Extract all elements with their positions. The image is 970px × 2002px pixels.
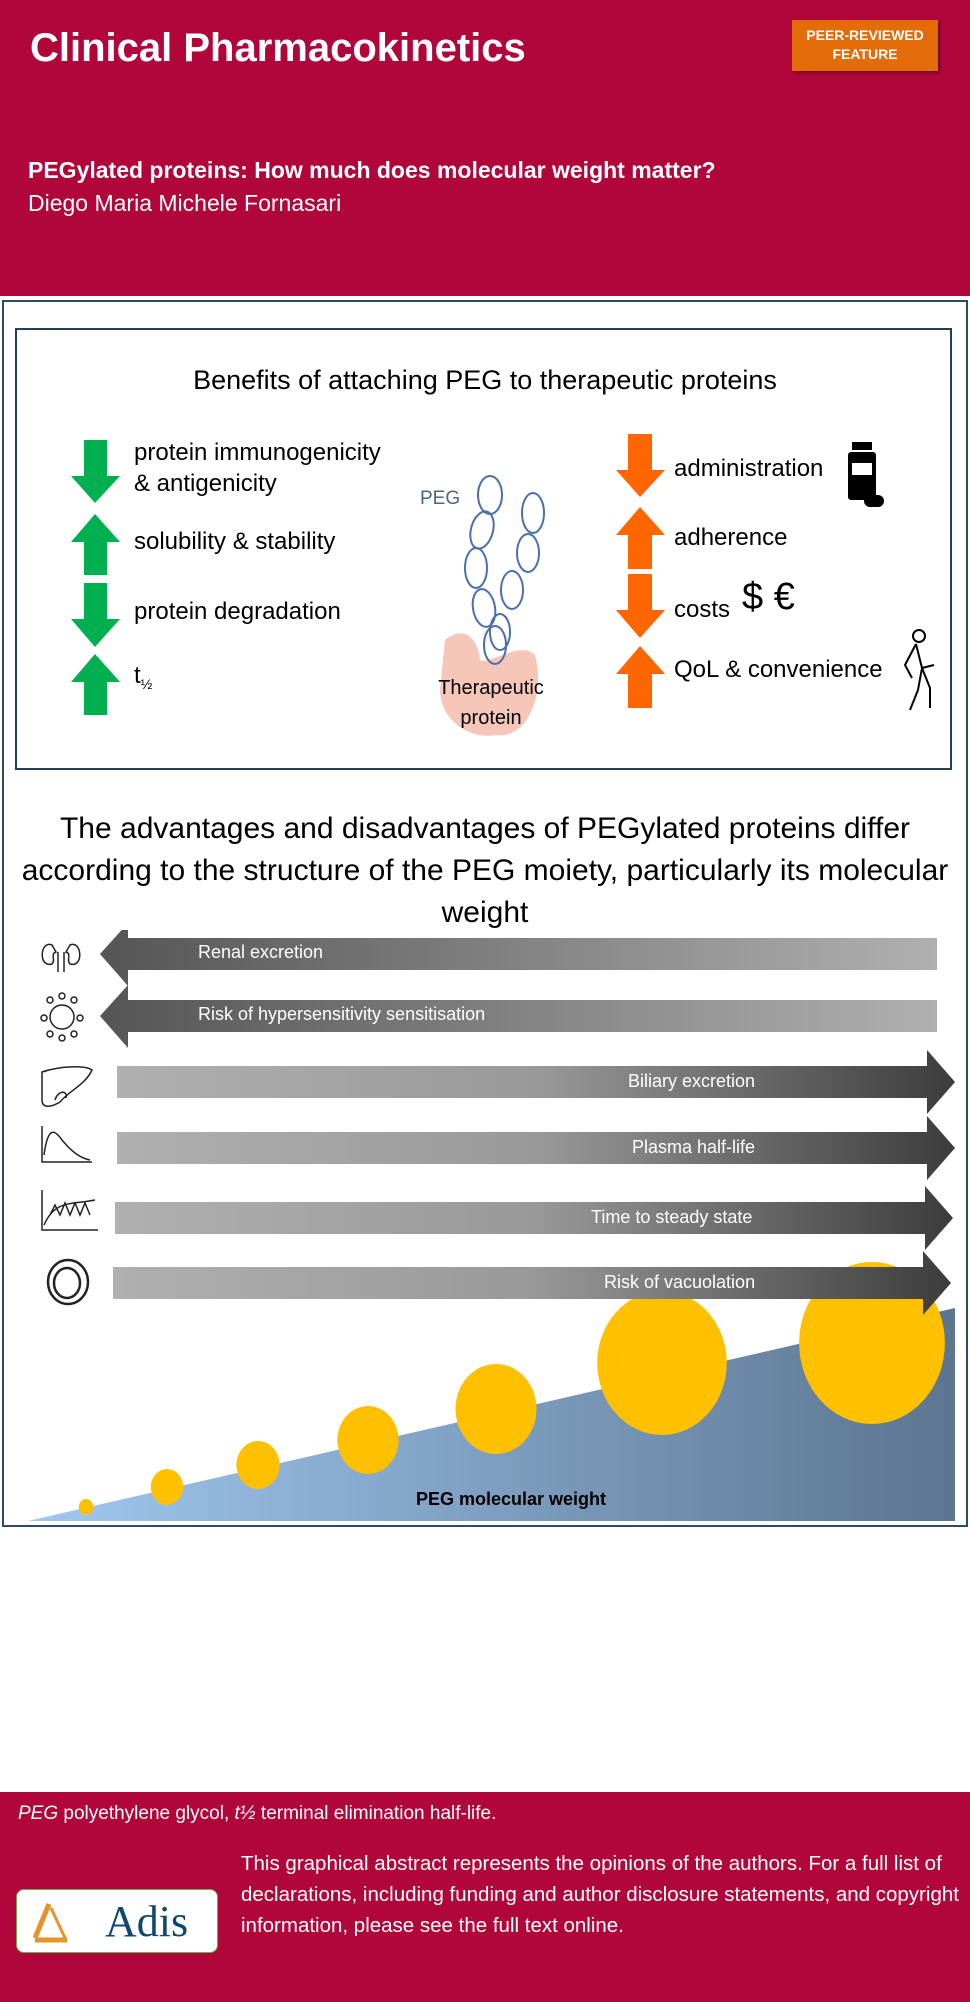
benefits-title: Benefits of attaching PEG to therapeutic… <box>193 365 777 395</box>
abbr-term: t½ <box>234 1803 256 1824</box>
benefit-immunogenicity: protein immunogenicity & antigenicity <box>134 437 381 499</box>
down-arrow-icon <box>616 434 665 497</box>
disclaimer: This graphical abstract represents the o… <box>241 1852 959 1937</box>
benefit-costs: costs <box>674 596 731 623</box>
peg-size-bubble <box>337 1406 399 1474</box>
adis-logo-text: Adis <box>105 1897 189 1946</box>
peg-size-bubble <box>799 1262 945 1424</box>
subscript: ½ <box>140 675 153 692</box>
liver-icon <box>41 1066 93 1107</box>
protein-label: Therapeutic protein <box>411 673 571 733</box>
peg-size-bubble <box>150 1469 184 1505</box>
benefit-solubility: solubility & stability <box>134 528 336 555</box>
trend-label: Time to steady state <box>591 1207 753 1227</box>
up-arrow-icon <box>616 507 665 569</box>
molecular-weight-graphic <box>28 930 955 1521</box>
header-banner: Clinical Pharmacokinetics PEER-REVIEWED … <box>0 0 970 296</box>
down-arrow-icon <box>616 574 665 638</box>
badge-line2: FEATURE <box>832 46 898 62</box>
abbr-text: polyethylene glycol, <box>58 1803 235 1824</box>
badge-line1: PEER-REVIEWED <box>806 27 924 43</box>
axis-label: PEG molecular weight <box>416 1489 607 1509</box>
abbr-term: PEG <box>18 1803 59 1824</box>
steady-state-arrow <box>115 1186 953 1250</box>
benefit-arrows <box>71 434 935 736</box>
benefit-label: protein immunogenicity <box>134 439 381 466</box>
therapeutic-protein-shape <box>440 633 539 736</box>
up-arrow-icon <box>616 646 665 708</box>
benefit-label: & antigenicity <box>134 470 277 497</box>
steady-state-curve-icon <box>41 1190 98 1231</box>
abstract-frame <box>2 300 968 1527</box>
journal-title: Clinical Pharmacokinetics <box>30 26 526 70</box>
benefit-administration: administration <box>674 455 824 482</box>
up-arrow-icon <box>71 654 120 715</box>
walking-person-icon <box>903 629 935 711</box>
abbr-text: terminal elimination half-life. <box>255 1803 497 1824</box>
benefit-adherence: adherence <box>674 524 788 551</box>
adis-logo-mark-icon <box>32 1903 67 1943</box>
hypersensitivity-arrow <box>100 985 937 1048</box>
up-arrow-icon <box>71 514 120 575</box>
trend-label: Biliary excretion <box>628 1071 756 1091</box>
author: Diego Maria Michele Fornasari <box>28 190 342 216</box>
peg-size-bubble <box>455 1364 537 1454</box>
renal-excretion-arrow <box>100 930 937 986</box>
trend-label: Plasma half-life <box>632 1137 756 1157</box>
peg-label: PEG <box>420 488 461 509</box>
plasma-half-life-arrow <box>117 1116 955 1180</box>
down-arrow-icon <box>71 583 120 647</box>
trend-label: Risk of vacuolation <box>604 1272 756 1292</box>
medicine-bottle-icon <box>848 442 884 507</box>
vacuole-icon <box>46 1258 90 1306</box>
benefit-half-life: t½ <box>134 660 152 700</box>
peg-size-bubble <box>236 1441 280 1489</box>
headline: The advantages and disadvantages of PEGy… <box>21 812 949 929</box>
trend-label: Risk of hypersensitivity sensitisation <box>198 1004 486 1024</box>
down-arrow-icon <box>71 440 120 503</box>
benefit-label: t <box>134 662 141 689</box>
protein-label-line: Therapeutic <box>438 677 544 699</box>
protein-label-line: protein <box>460 707 522 729</box>
abbreviations: PEG polyethylene glycol, t½ terminal eli… <box>18 1803 496 1825</box>
currency-icon: $ € <box>742 576 795 618</box>
benefits-box <box>15 328 952 770</box>
benefit-degradation: protein degradation <box>134 598 341 625</box>
biliary-excretion-arrow <box>117 1050 955 1114</box>
immune-cell-icon <box>40 992 84 1042</box>
concentration-decay-curve-icon <box>41 1126 92 1163</box>
kidney-icon <box>41 943 81 972</box>
benefit-qol: QoL & convenience <box>674 656 883 683</box>
peg-size-bubble <box>597 1291 727 1435</box>
peer-reviewed-badge: PEER-REVIEWED FEATURE <box>792 20 938 71</box>
article-title: PEGylated proteins: How much does molecu… <box>28 157 716 183</box>
adis-logo: Adis <box>16 1889 218 1953</box>
peg-size-bubble <box>78 1499 94 1515</box>
vacuolation-arrow <box>113 1251 951 1315</box>
trend-label: Renal excretion <box>198 942 324 962</box>
peg-chain-icon <box>464 475 545 665</box>
